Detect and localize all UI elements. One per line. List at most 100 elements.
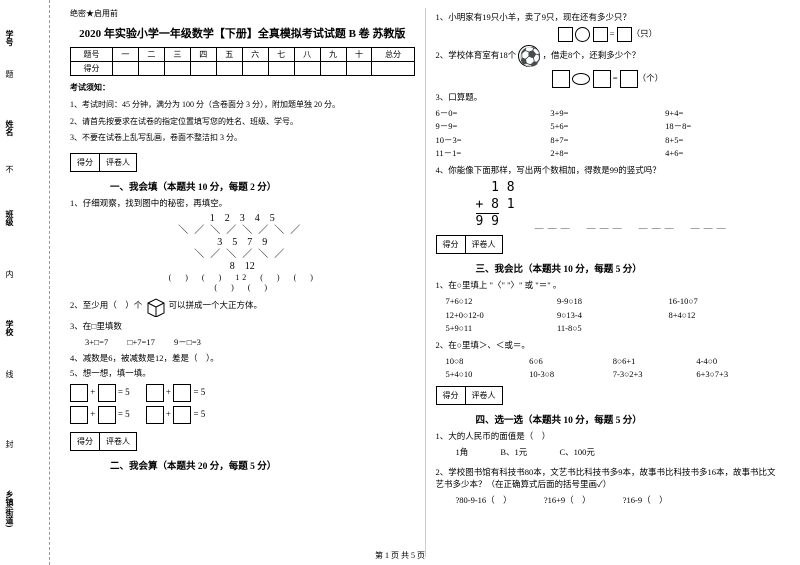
calc-item[interactable]: 8+7= [550, 134, 665, 148]
pattern-diagram: 1 2 3 4 5 ＼／＼／＼／＼／ 3 5 7 9 ＼／＼／＼／ 8 12 (… [70, 213, 415, 292]
q1-4[interactable]: 4、减数是6，被减数是12，差是（ ）。 [70, 352, 415, 365]
q2-2-ans[interactable]: = （个） [436, 70, 781, 88]
vertical-calc-blanks[interactable]: ＿＿＿ ＿＿＿ ＿＿＿ ＿＿＿ [535, 218, 730, 231]
q2-3: 3、口算题。 [436, 91, 781, 104]
confidential-label: 绝密★启用前 [70, 8, 415, 19]
pattern-blanks-2[interactable]: ( ) ( ) [70, 283, 415, 293]
eq2[interactable]: □+7=17 [127, 337, 154, 347]
q4-1: 1、大的人民币的面值是（ ） [436, 430, 781, 443]
instruction-2: 2、请首先按要求在试卷的指定位置填写您的姓名、班级、学号。 [70, 116, 415, 129]
compare-grid-1[interactable]: 7+6○12 9-9○18 16-10○7 12+0○12-0 9○13-4 8… [446, 295, 781, 336]
calc-item[interactable]: 3+9= [550, 107, 665, 121]
fill-row-1[interactable]: + = 5 + = 5 [70, 384, 415, 402]
binding-label-3: 班级 [4, 210, 15, 226]
score-cell[interactable] [294, 62, 320, 76]
th-5: 五 [216, 48, 242, 62]
cmp[interactable]: 7+6○12 [446, 295, 558, 309]
page-footer: 第 1 页 共 5 页 [0, 550, 800, 561]
calc-item[interactable]: 9－9= [436, 120, 551, 134]
score-cell[interactable] [372, 62, 414, 76]
compare-grid-2[interactable]: 10○8 6○6 8○6+1 4-4○0 5+4○10 10-3○8 7-3○2… [446, 355, 781, 382]
binding-label-4: 姓名 [4, 120, 15, 136]
cmp[interactable]: 6○6 [529, 355, 613, 369]
cmp[interactable]: 7-3○2+3 [613, 368, 697, 382]
score-cell[interactable] [190, 62, 216, 76]
row2-label: 得分 [71, 62, 113, 76]
binding-margin: 学号 题 姓名 不 班级 内 学校 线 封 乡镇(街道) [0, 0, 50, 565]
section-score-box-4: 得分 评卷人 [436, 386, 503, 405]
q4-2: 2、学校图书馆有科技书80本，文艺书比科技书多9本，故事书比科技书多16本，故事… [436, 466, 781, 492]
instruction-1: 1、考试时间：45 分钟，满分为 100 分（含卷面分 3 分），附加题单独 2… [70, 99, 415, 112]
score-cell[interactable] [320, 62, 346, 76]
score-cell[interactable] [164, 62, 190, 76]
q4-1-choices[interactable]: 1角 B、1元 C、100元 [456, 446, 781, 458]
score-cell[interactable] [112, 62, 138, 76]
calc-item[interactable]: 4+6= [665, 147, 780, 161]
calc-item[interactable]: 18－8= [665, 120, 780, 134]
q2-2-pre: 2、学校体育室有18个 [436, 50, 517, 60]
calc-item[interactable]: 8+5= [665, 134, 780, 148]
q1-2-pre: 2、至少用（ ）个 [70, 300, 142, 310]
q1-2: 2、至少用（ ）个 可以拼成一个大正方体。 [70, 295, 415, 317]
content-area: 绝密★启用前 2020 年实验小学一年级数学【下册】全真模拟考试试题 B 卷 苏… [50, 0, 800, 565]
pattern-blanks-1[interactable]: ( ) ( ) 12 ( ) ( ) [70, 273, 415, 283]
q2-2-post: ，借走8个，还剩多少个？ [543, 50, 641, 60]
q1-3-eqs[interactable]: 3+□=7 □+7=17 9－□=3 [85, 336, 415, 349]
calc-item[interactable]: 5+6= [550, 120, 665, 134]
calc-item[interactable]: 11－1= [436, 147, 551, 161]
instructions-header: 考试须知： [70, 82, 415, 95]
section-3-title: 三、我会比（本题共 10 分，每题 5 分） [476, 261, 781, 275]
choice-3[interactable]: ?16-9（ ） [623, 495, 668, 505]
cmp[interactable]: 4-4○0 [696, 355, 780, 369]
cmp[interactable]: 10-3○8 [529, 368, 613, 382]
score-cell[interactable] [138, 62, 164, 76]
cmp[interactable]: 12+0○12-0 [446, 309, 558, 323]
instruction-3: 3、不要在试卷上乱写乱画，卷面不整洁扣 3 分。 [70, 132, 415, 145]
cmp[interactable]: 8○6+1 [613, 355, 697, 369]
section-1-title: 一、我会填（本题共 10 分，每题 2 分） [110, 179, 415, 193]
pattern-slashes-1: ＼／＼／＼／＼／ [70, 225, 415, 237]
cmp[interactable]: 5+4○10 [446, 368, 530, 382]
calc-item[interactable]: 9+4= [665, 107, 780, 121]
calc-item[interactable]: 10－3= [436, 134, 551, 148]
choice-b[interactable]: B、1元 [500, 447, 527, 457]
eq3[interactable]: 9－□=3 [174, 337, 201, 347]
exam-title: 2020 年实验小学一年级数学【下册】全真模拟考试试题 B 卷 苏教版 [70, 25, 415, 41]
choice-a[interactable]: 1角 [456, 447, 469, 457]
cmp[interactable]: 10○8 [446, 355, 530, 369]
q1-3: 3、在□里填数 [70, 320, 415, 333]
cmp[interactable]: 5+9○11 [446, 322, 558, 336]
q2-1-ans[interactable]: = （只） [436, 27, 781, 42]
cmp[interactable]: 11-8○5 [557, 322, 669, 336]
eq1[interactable]: 3+□=7 [85, 337, 108, 347]
choice-2[interactable]: ?16+9（ ） [544, 495, 591, 505]
calc-grid[interactable]: 6－0= 3+9= 9+4= 9－9= 5+6= 18－8= 10－3= 8+7… [436, 107, 781, 161]
choice-c[interactable]: C、100元 [559, 447, 594, 457]
fill-row-2[interactable]: + = 5 + = 5 [70, 406, 415, 424]
q4-2-choices[interactable]: ?80-9-16（ ） ?16+9（ ） ?16-9（ ） [456, 494, 781, 506]
cmp[interactable]: 6+3○7+3 [696, 368, 780, 382]
pattern-mid: 8 12 [230, 261, 255, 272]
q1-5: 5、想一想，填一填。 [70, 367, 415, 380]
cmp[interactable]: 9-9○18 [557, 295, 669, 309]
vc-1: 1 8 [476, 180, 515, 197]
score-table: 题号 一 二 三 四 五 六 七 八 九 十 总分 得分 [70, 47, 415, 76]
calc-item[interactable]: 6－0= [436, 107, 551, 121]
score-cell[interactable] [242, 62, 268, 76]
grader-label: 评卷人 [100, 433, 136, 450]
choice-1[interactable]: ?80-9-16（ ） [456, 495, 512, 505]
score-cell[interactable] [216, 62, 242, 76]
pattern-r3: 8 12 [70, 261, 415, 273]
cmp[interactable]: 9○13-4 [557, 309, 669, 323]
score-label: 得分 [437, 236, 466, 253]
binding-label-5: 学号 [4, 30, 15, 46]
binding-label-1: 乡镇(街道) [4, 490, 15, 527]
section-2-title: 二、我会算（本题共 20 分，每题 5 分） [110, 458, 415, 472]
score-cell[interactable] [346, 62, 372, 76]
grader-label: 评卷人 [466, 387, 502, 404]
score-cell[interactable] [268, 62, 294, 76]
cmp[interactable]: 16-10○7 [669, 295, 781, 309]
th-9: 九 [320, 48, 346, 62]
calc-item[interactable]: 2+8= [550, 147, 665, 161]
cmp[interactable]: 8+4○12 [669, 309, 781, 323]
